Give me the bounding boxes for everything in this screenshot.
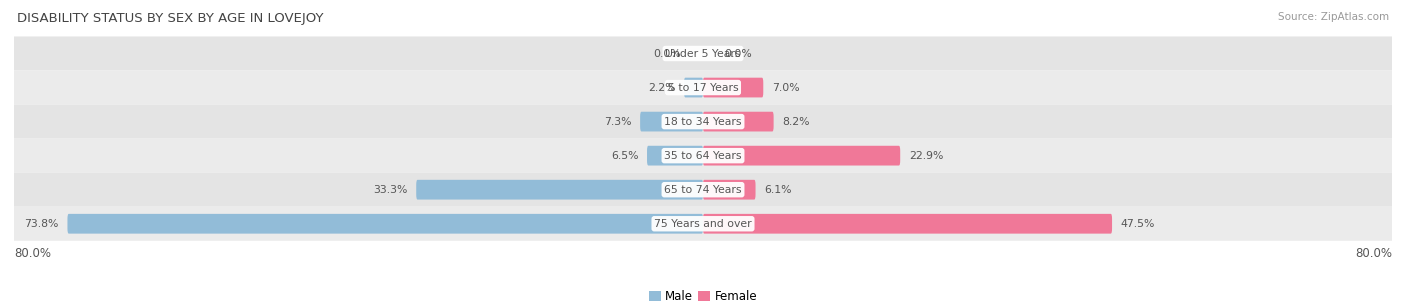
Text: 22.9%: 22.9% [908,151,943,161]
Text: Source: ZipAtlas.com: Source: ZipAtlas.com [1278,12,1389,22]
Text: 35 to 64 Years: 35 to 64 Years [664,151,742,161]
Text: 5 to 17 Years: 5 to 17 Years [668,83,738,92]
Text: 33.3%: 33.3% [373,185,408,195]
FancyBboxPatch shape [685,78,703,97]
FancyBboxPatch shape [640,112,703,131]
FancyBboxPatch shape [1,139,1405,173]
FancyBboxPatch shape [1,173,1405,207]
Text: 6.1%: 6.1% [763,185,792,195]
Text: 7.3%: 7.3% [605,117,631,126]
Text: 47.5%: 47.5% [1121,219,1156,229]
FancyBboxPatch shape [703,214,1112,233]
FancyBboxPatch shape [647,146,703,165]
FancyBboxPatch shape [703,112,773,131]
Text: DISABILITY STATUS BY SEX BY AGE IN LOVEJOY: DISABILITY STATUS BY SEX BY AGE IN LOVEJ… [17,12,323,25]
Text: 2.2%: 2.2% [648,83,675,92]
FancyBboxPatch shape [416,180,703,199]
Text: Under 5 Years: Under 5 Years [665,49,741,58]
FancyBboxPatch shape [1,207,1405,241]
Text: 80.0%: 80.0% [14,247,51,260]
Text: 65 to 74 Years: 65 to 74 Years [664,185,742,195]
Legend: Male, Female: Male, Female [648,290,758,303]
Text: 75 Years and over: 75 Years and over [654,219,752,229]
FancyBboxPatch shape [1,105,1405,139]
Text: 73.8%: 73.8% [24,219,59,229]
Text: 8.2%: 8.2% [782,117,810,126]
FancyBboxPatch shape [703,78,763,97]
FancyBboxPatch shape [703,180,755,199]
FancyBboxPatch shape [703,146,900,165]
Text: 6.5%: 6.5% [612,151,638,161]
FancyBboxPatch shape [67,214,703,233]
Text: 0.0%: 0.0% [724,49,752,58]
Text: 0.0%: 0.0% [654,49,682,58]
Text: 80.0%: 80.0% [1355,247,1392,260]
Text: 18 to 34 Years: 18 to 34 Years [664,117,742,126]
Text: 7.0%: 7.0% [772,83,800,92]
FancyBboxPatch shape [1,36,1405,71]
FancyBboxPatch shape [1,71,1405,105]
